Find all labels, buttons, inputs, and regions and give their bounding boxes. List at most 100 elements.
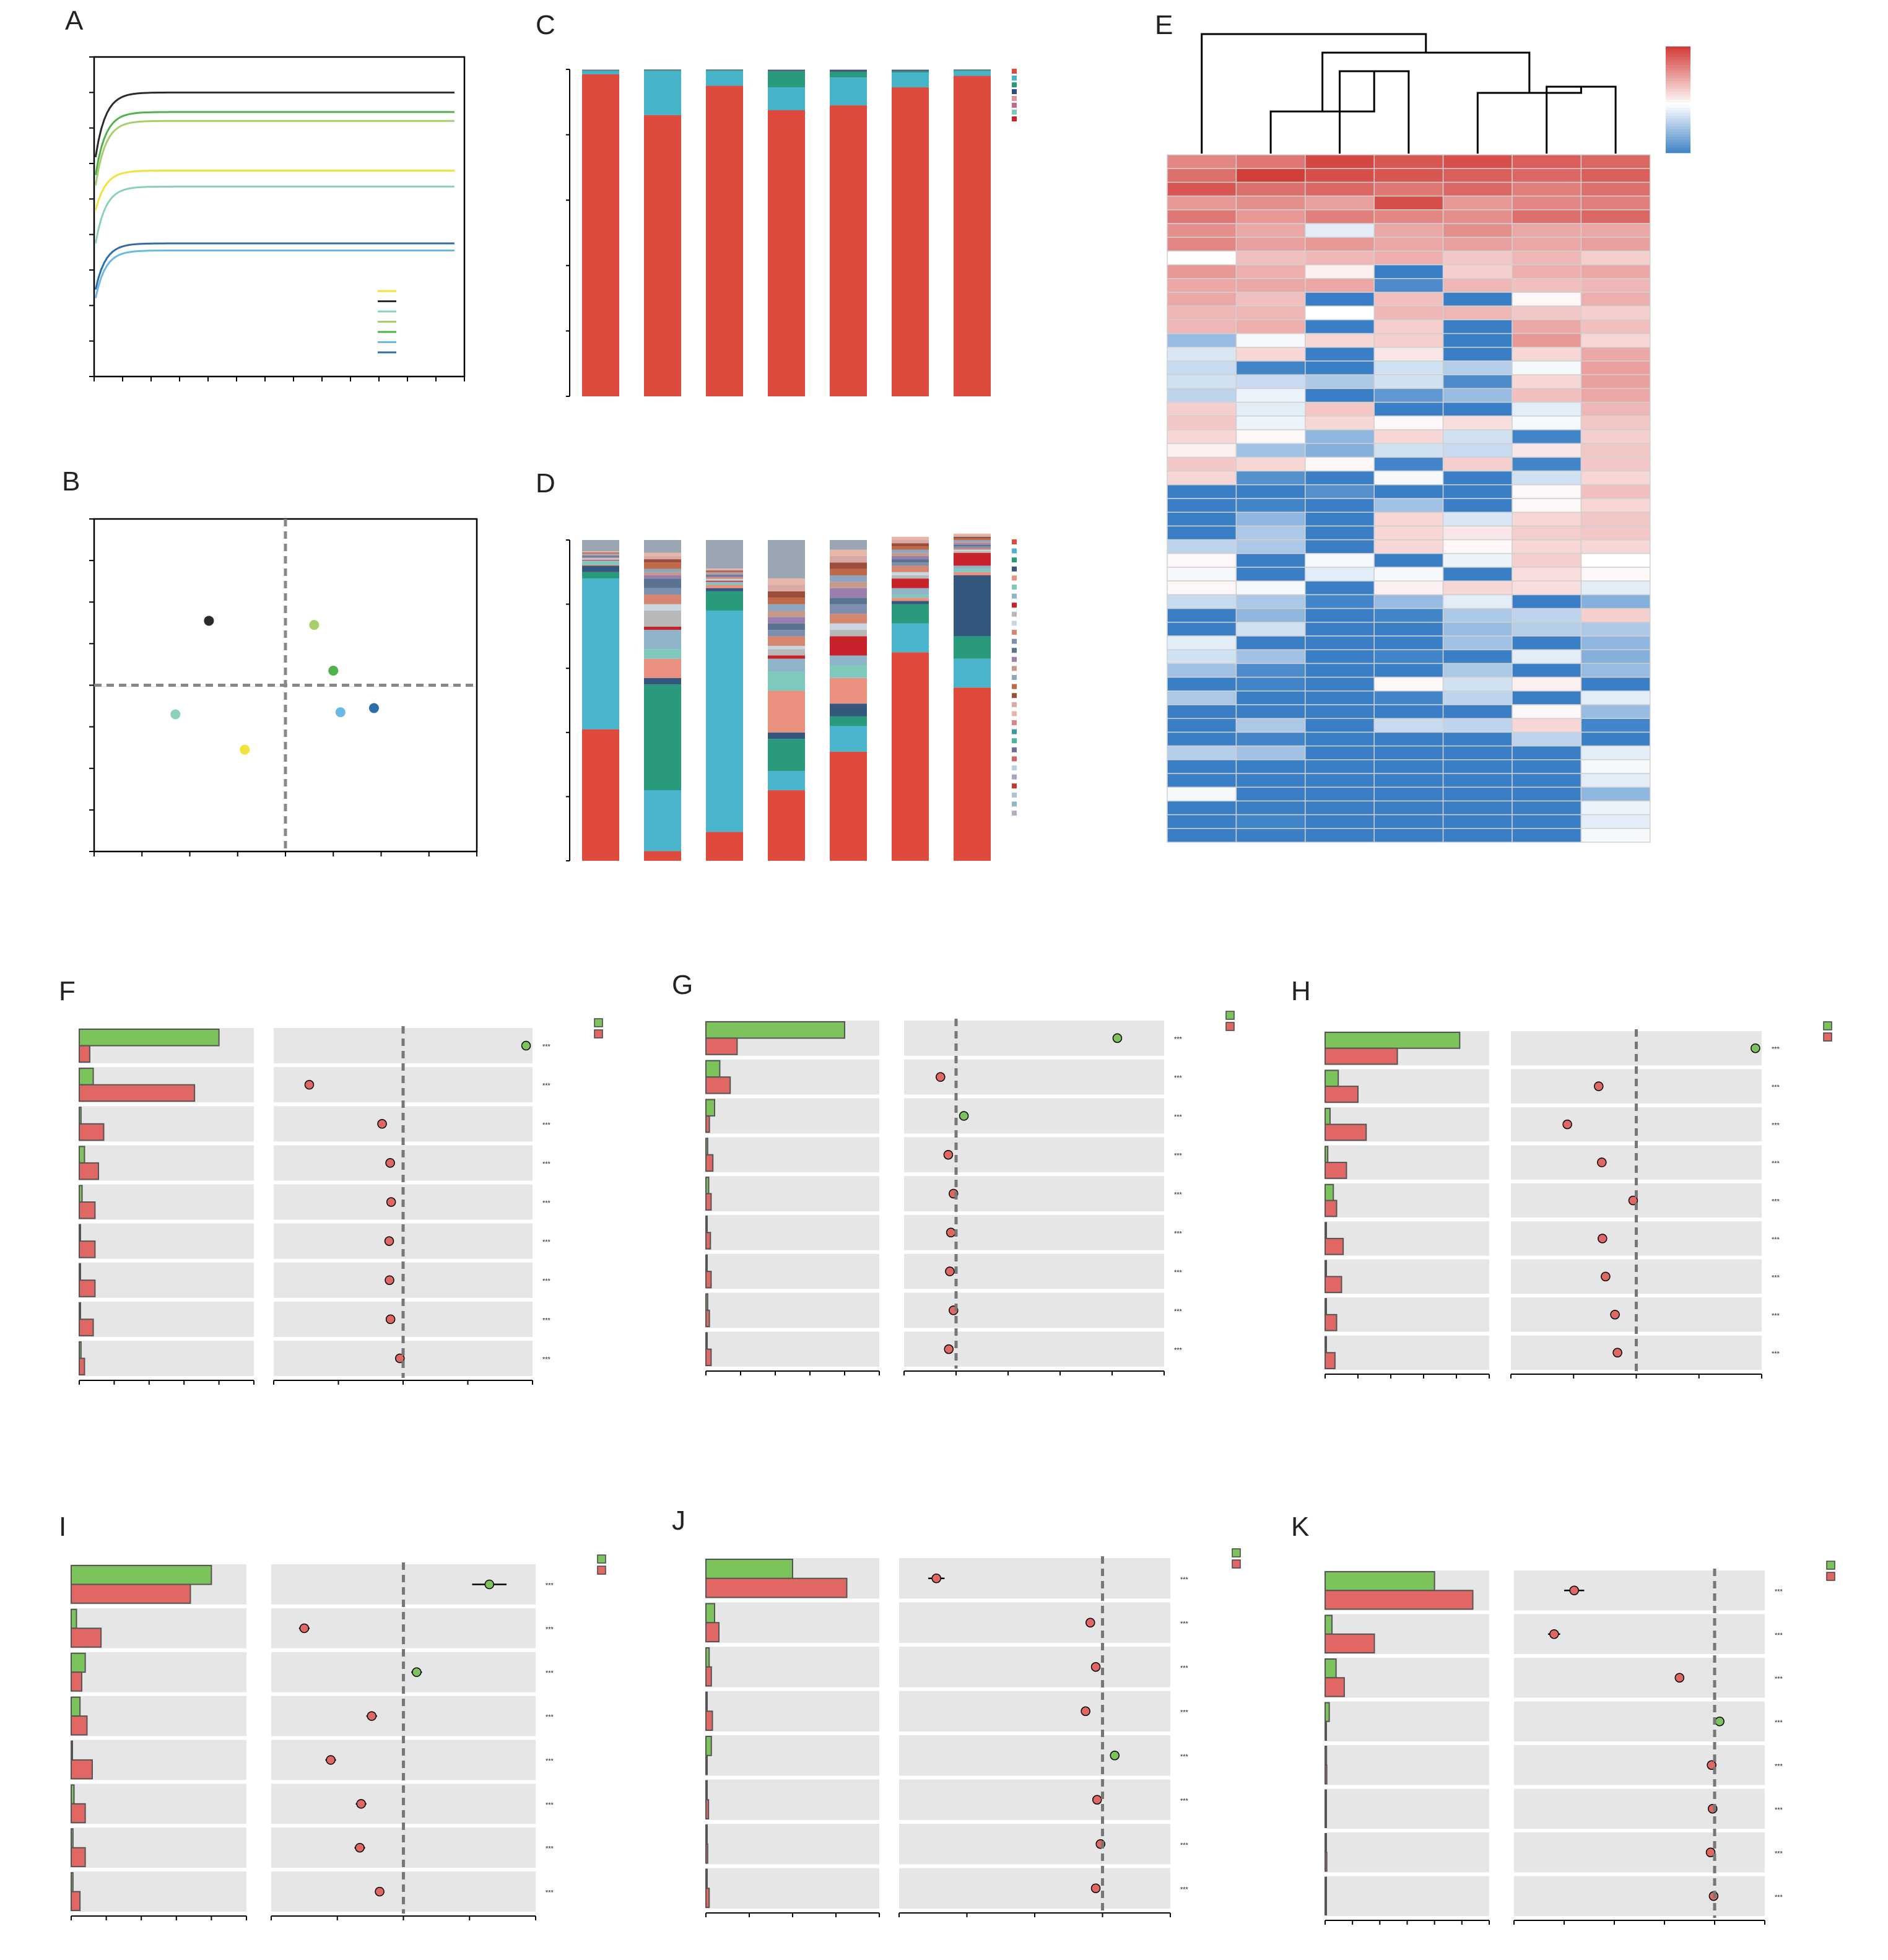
difference-point — [1610, 1310, 1620, 1320]
pca-point-2 — [328, 666, 339, 676]
proportion-bar-a — [705, 1215, 708, 1234]
proportion-row-background — [706, 1331, 879, 1367]
heatmap-cell — [1167, 800, 1237, 816]
heatmap-cell — [1373, 676, 1444, 692]
difference-point — [377, 1119, 387, 1129]
heatmap-cell — [1442, 154, 1513, 169]
heatmap-cell — [1373, 223, 1444, 238]
heatmap-cell — [1305, 745, 1375, 760]
bar-segment — [706, 580, 743, 581]
heatmap-cell — [1580, 250, 1651, 266]
bar-segment — [706, 576, 743, 578]
heatmap-cell — [1373, 401, 1444, 417]
proportion-row-background — [79, 1301, 254, 1337]
difference-point — [326, 1755, 336, 1765]
heatmap-cell — [1305, 539, 1375, 554]
bar-segment — [954, 69, 991, 70]
heatmap-cell — [1235, 759, 1306, 774]
difference-row-background — [1514, 1701, 1765, 1741]
pca-point-6 — [240, 744, 250, 755]
bar-segment — [954, 572, 991, 575]
legend-swatch-a — [1232, 1548, 1241, 1557]
heatmap-cell — [1305, 690, 1375, 705]
bar-segment — [954, 76, 991, 396]
heatmap-cell — [1512, 622, 1582, 637]
heatmap-cell — [1235, 484, 1306, 499]
heatmap-legend-step — [1666, 86, 1690, 90]
difference-point — [1090, 1662, 1101, 1672]
heatmap-cell — [1512, 278, 1582, 293]
bar-segment — [644, 69, 681, 70]
heatmap-cell — [1442, 704, 1513, 719]
pca-point-0 — [204, 616, 214, 626]
bar-segment — [706, 578, 743, 580]
legend-swatch — [1012, 801, 1017, 807]
heatmap-cell — [1512, 456, 1582, 472]
difference-row-background — [1511, 1145, 1762, 1180]
p-value-stars: *** — [542, 1356, 551, 1363]
p-value-stars: *** — [542, 1161, 551, 1168]
proportion-bar-b — [71, 1671, 82, 1692]
bar-segment — [706, 572, 743, 573]
bar-segment — [768, 110, 805, 396]
bar-segment — [830, 655, 867, 666]
difference-point — [367, 1711, 377, 1721]
proportion-bar-a — [79, 1224, 81, 1242]
heatmap-cell — [1580, 539, 1651, 554]
proportion-bar-b — [1325, 1313, 1338, 1331]
heatmap-cell — [1305, 360, 1375, 375]
proportion-row-background — [1325, 1183, 1489, 1218]
bar-segment — [706, 574, 743, 575]
p-value-stars: *** — [542, 1317, 551, 1324]
legend-swatch — [1012, 792, 1017, 798]
bar-segment — [582, 553, 619, 554]
heatmap-cell — [1442, 181, 1513, 197]
panel-letters: A B C D E F G H I J K — [59, 6, 1311, 1542]
bar-segment — [954, 547, 991, 550]
legend-swatch — [1012, 738, 1017, 744]
heatmap-cell — [1580, 663, 1651, 678]
heatmap-legend-step — [1666, 113, 1690, 116]
difference-row-background — [1514, 1570, 1765, 1611]
heatmap-cell — [1580, 800, 1651, 816]
pca-point-3 — [170, 709, 181, 720]
bar-segment — [954, 69, 991, 71]
heatmap-cell — [1580, 718, 1651, 733]
bar-segment — [954, 540, 991, 542]
heatmap-cell — [1373, 250, 1444, 266]
heatmap-cell — [1305, 800, 1375, 816]
p-value-stars: *** — [1775, 1588, 1783, 1595]
legend-swatch — [1012, 811, 1017, 816]
difference-row-background — [904, 1137, 1164, 1173]
bar-segment — [830, 71, 867, 78]
heatmap-cell — [1442, 828, 1513, 843]
bar-segment — [706, 575, 743, 577]
proportion-row-background — [71, 1871, 246, 1912]
difference-point — [1598, 1234, 1607, 1244]
bar-segment — [954, 658, 991, 688]
heatmap-cell — [1512, 676, 1582, 692]
heatmap-cell — [1305, 305, 1375, 321]
series-line-1 — [94, 91, 455, 157]
heatmap-cell — [1305, 278, 1375, 293]
bar-segment — [644, 552, 681, 556]
proportion-bar-b — [1325, 1237, 1344, 1255]
heatmap-cell — [1442, 759, 1513, 774]
heatmap-cell — [1580, 181, 1651, 197]
bar-segment — [706, 581, 743, 583]
heatmap-cell — [1305, 676, 1375, 692]
bar-segment — [892, 562, 929, 566]
proportion-bar-a — [705, 1647, 710, 1668]
heatmap-cell — [1442, 333, 1513, 348]
heatmap-cell — [1373, 168, 1444, 183]
heatmap-cell — [1235, 635, 1306, 650]
heatmap-cell — [1512, 649, 1582, 664]
difference-point — [1569, 1585, 1579, 1595]
legend-swatch — [1012, 96, 1017, 101]
bar-segment — [644, 595, 681, 604]
p-value-stars: *** — [1772, 1084, 1780, 1091]
heatmap-cell — [1167, 594, 1237, 609]
heatmap-cell — [1167, 649, 1237, 664]
heatmap-cell — [1167, 195, 1237, 211]
p-value-stars: *** — [546, 1889, 554, 1897]
